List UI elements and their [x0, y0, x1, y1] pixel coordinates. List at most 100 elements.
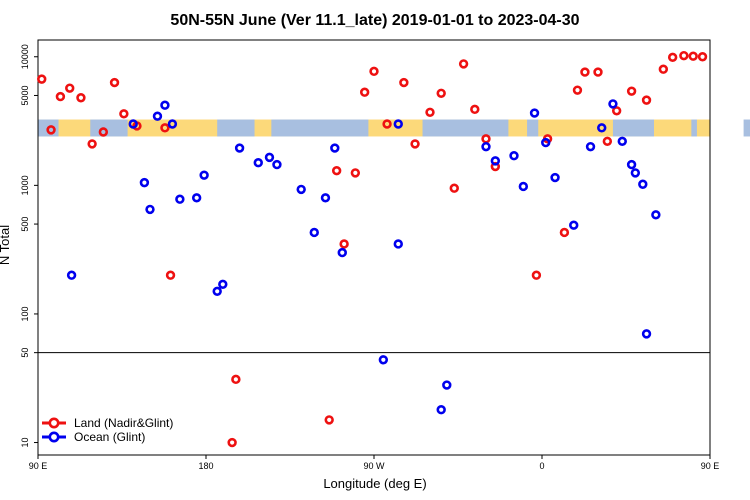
x-tick-label: 90 E — [29, 461, 48, 471]
ocean-point — [253, 158, 263, 168]
ocean-point — [234, 143, 245, 153]
ocean-point — [199, 170, 209, 180]
ocean-point — [509, 151, 519, 161]
y-tick-label: 500 — [20, 217, 30, 232]
y-tick-label: 10000 — [20, 44, 30, 69]
ocean-point — [378, 355, 389, 365]
ocean-point — [152, 111, 163, 121]
land-point — [611, 106, 622, 116]
land-point — [458, 59, 469, 69]
ocean-point — [490, 156, 501, 166]
ocean-point — [597, 123, 607, 133]
ocean-point — [518, 181, 529, 192]
ocean-point — [626, 159, 637, 170]
land-point — [98, 127, 109, 137]
land-point — [231, 374, 241, 385]
land-point — [369, 66, 379, 77]
band-ocean-segment — [217, 119, 255, 137]
ocean-point — [651, 210, 661, 220]
ocean-point — [175, 194, 185, 204]
band-land — [38, 119, 710, 137]
land-point — [339, 239, 349, 249]
ocean-point — [529, 108, 540, 118]
ocean-point — [212, 286, 222, 297]
land-point — [425, 107, 435, 117]
ocean-point — [550, 172, 560, 183]
land-point — [382, 119, 392, 129]
ocean-point — [160, 100, 170, 110]
land-point — [641, 95, 652, 105]
ocean-point — [641, 329, 652, 339]
y-tick-label: 50 — [20, 348, 30, 358]
ocean-point — [330, 143, 340, 153]
land-point — [37, 74, 47, 84]
land-point — [55, 91, 66, 102]
land-point — [697, 52, 708, 62]
data-band — [38, 119, 750, 137]
band-ocean-segment — [612, 119, 654, 137]
land-point — [436, 88, 446, 98]
y-axis-label: N Total — [0, 225, 12, 265]
land-point — [481, 134, 491, 144]
ocean-point — [128, 119, 138, 129]
band-ocean-segment — [527, 119, 539, 137]
land-point — [580, 67, 590, 77]
ocean-point — [272, 159, 282, 170]
ocean-point — [608, 99, 618, 109]
ocean-point — [167, 119, 178, 129]
ocean-point — [569, 220, 579, 230]
ocean-point — [481, 141, 491, 152]
legend-label-land: Land (Nadir&Glint) — [74, 416, 173, 430]
legend: Land (Nadir&Glint) Ocean (Glint) — [42, 416, 173, 444]
land-point — [359, 87, 370, 97]
legend-label-ocean: Ocean (Glint) — [74, 430, 145, 444]
land-point — [331, 166, 342, 176]
land-point — [626, 86, 637, 96]
land-point — [160, 123, 170, 133]
band-ocean-segment — [691, 119, 697, 137]
y-tick-label: 5000 — [20, 85, 30, 105]
ocean-point — [442, 380, 452, 390]
ocean-point — [393, 119, 403, 129]
chart-title: 50N-55N June (Ver 11.1_late) 2019-01-01 … — [170, 12, 579, 29]
ocean-point — [145, 204, 155, 215]
land-point — [350, 168, 361, 178]
ocean-point — [630, 168, 641, 178]
land-point — [76, 93, 86, 103]
ocean-point — [541, 137, 551, 148]
land-point — [109, 77, 120, 88]
ocean-point — [320, 193, 331, 203]
land-point — [65, 83, 75, 93]
land-point — [119, 109, 129, 119]
legend-marker-ocean — [48, 431, 60, 443]
land-point — [688, 51, 698, 61]
x-tick-label: 180 — [198, 461, 213, 471]
ocean-point — [296, 184, 306, 195]
data-points — [37, 50, 708, 448]
ocean-point — [393, 239, 403, 249]
land-point — [399, 77, 409, 88]
band-ocean-segment — [422, 119, 509, 137]
legend-marker-land — [48, 417, 60, 429]
y-tick-label: 10 — [20, 438, 30, 448]
band-ocean-segment — [271, 119, 369, 137]
land-point — [658, 64, 669, 74]
land-point — [227, 437, 237, 448]
ocean-point — [337, 247, 347, 258]
axes: 10 50 100 500 1000 5000 10000 90 E 180 90 W 0 90 E — [20, 39, 720, 471]
land-point — [449, 183, 459, 193]
x-tick-label: 0 — [539, 461, 544, 471]
ocean-point — [218, 279, 228, 290]
ocean-point — [139, 177, 150, 188]
y-tick-label: 1000 — [20, 175, 30, 195]
x-tick-label: 90 W — [363, 461, 385, 471]
land-point — [602, 136, 613, 147]
land-point — [87, 139, 97, 149]
x-tick-label: 90 E — [701, 461, 720, 471]
land-point — [324, 415, 334, 425]
ocean-point — [309, 227, 319, 238]
y-tick-label: 100 — [20, 306, 30, 321]
x-axis-label: Longitude (deg E) — [323, 476, 426, 491]
ocean-point — [585, 141, 596, 152]
